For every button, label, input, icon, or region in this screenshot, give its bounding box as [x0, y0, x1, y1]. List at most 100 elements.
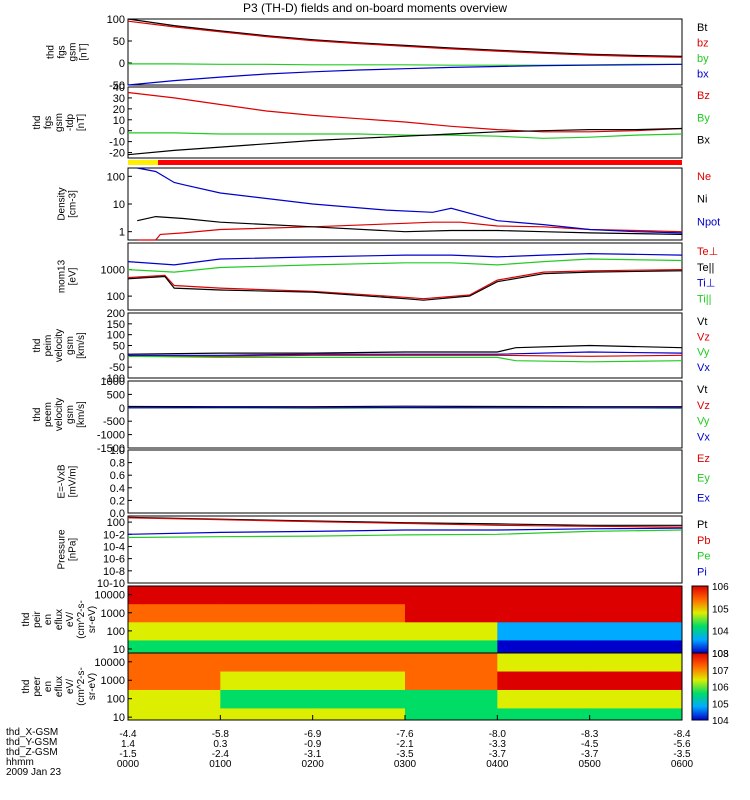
- y-tick-label: 100: [107, 626, 125, 638]
- ephemeris-value: -3.3: [489, 739, 507, 750]
- y-tick-label: 0.0: [110, 508, 125, 520]
- legend-entry: Ex: [697, 492, 710, 504]
- heatmap-cell: [128, 603, 221, 623]
- y-tick-label: 1000: [101, 675, 125, 687]
- y-axis-label-line: sr-eV): [87, 673, 98, 700]
- ephemeris-value: -0.9: [304, 739, 322, 750]
- y-tick-label: 500: [107, 389, 125, 401]
- y-tick-label: -1000: [97, 430, 125, 442]
- y-axis-label: thdfgsgsm-tdp[nT]: [32, 113, 87, 132]
- heatmap-cell: [589, 707, 683, 721]
- colorbar-tick-label: 105: [712, 699, 729, 710]
- plot-frame: [127, 242, 683, 311]
- legend-entry: Pt: [697, 519, 707, 531]
- colorbar-tick-label: 107: [712, 666, 729, 677]
- heatmap-cell: [128, 621, 221, 641]
- heatmap-cell: [312, 689, 406, 709]
- y-axis-label-line: eV/: [65, 679, 76, 694]
- legend-entry: Vx: [697, 362, 710, 374]
- heatmap-cell: [312, 707, 406, 721]
- series-Pb-line: [127, 517, 683, 528]
- colorbar-tick-label: 106: [712, 683, 729, 694]
- y-tick-label: 200: [107, 308, 125, 320]
- quality-flag-bar-red: [158, 160, 682, 165]
- y-axis-label: E=-VxB[mV/m]: [57, 464, 79, 499]
- ephemeris-value: -3.7: [489, 749, 507, 760]
- plot-frame: [127, 515, 683, 584]
- y-axis-label-line: peir: [32, 610, 43, 627]
- y-tick-label: -10: [109, 137, 125, 149]
- y-tick-label: 100: [107, 694, 125, 706]
- y-axis-label-line: [km/s]: [76, 332, 87, 359]
- y-axis-label-line: en: [43, 614, 54, 625]
- legend-entry: Ne: [697, 171, 711, 183]
- series-Vt-line: [127, 344, 683, 355]
- panel-10: 10410510610710810100100010000thdpeerenef…: [21, 649, 729, 727]
- y-tick-label: 20: [113, 104, 125, 116]
- y-tick-label: 10: [113, 712, 125, 724]
- series-Vy-line: [127, 355, 683, 363]
- y-tick-label: 30: [113, 93, 125, 105]
- y-axis-label: Density[cm-3]: [57, 187, 79, 220]
- quality-flag-bar-yellow: [128, 160, 158, 165]
- heatmap-cell: [220, 671, 314, 690]
- ephemeris-value: -8.4: [673, 729, 691, 740]
- series-Pi-line: [127, 527, 683, 535]
- y-tick-label: 0: [119, 403, 125, 415]
- series-Te⊥-line: [127, 269, 683, 300]
- series-Pt-line: [127, 516, 682, 526]
- plot-frame: [127, 18, 683, 86]
- heatmap-cell: [497, 707, 591, 721]
- series-Bx-line: [127, 127, 683, 156]
- panel-1: -50 0 50 100 thdfgsgsm[nT] Bt bz by bx: [46, 14, 710, 92]
- y-tick-label: 50: [113, 36, 125, 48]
- heatmap-cell: [497, 586, 591, 605]
- series-Ti⊥-line: [127, 252, 683, 266]
- colorbar-tick-label: 103: [712, 649, 729, 660]
- y-axis-label-line: (cm^2-s-: [76, 667, 87, 706]
- y-axis-label-line: thd: [46, 45, 57, 59]
- colorbar: [691, 585, 709, 654]
- ephemeris-value: 0000: [117, 759, 140, 770]
- y-axis-label-line: [nPa]: [68, 538, 79, 562]
- y-axis-label-line: thd: [21, 680, 32, 694]
- series-Vt-line: [127, 405, 682, 408]
- heatmap-cell: [312, 621, 406, 641]
- heatmap-cell: [312, 603, 406, 623]
- y-tick-label: -100: [103, 373, 125, 385]
- legend-entry: Vz: [697, 400, 710, 412]
- heatmap-cell: [405, 671, 498, 690]
- legend-entry: Vy: [697, 347, 710, 359]
- y-tick-label: 10-8: [103, 566, 125, 578]
- panel-3: 1 10 100 Density[cm-3] Ne Ni Npot: [57, 167, 720, 241]
- heatmap-cell: [405, 586, 498, 605]
- y-tick-label: 1000: [101, 376, 125, 388]
- ephemeris-value: 0.3: [213, 739, 227, 750]
- legend-entry: Ey: [697, 473, 710, 485]
- ephemeris-value: -3.5: [396, 749, 414, 760]
- ephemeris-value: -3.1: [304, 749, 322, 760]
- legend-entry: Te||: [697, 262, 714, 274]
- y-axis-label-line: [nT]: [76, 114, 87, 131]
- y-tick-label: 10-10: [97, 578, 125, 590]
- heatmap-cell: [220, 689, 314, 709]
- y-axis-label-line: eV/: [65, 612, 76, 627]
- heatmap-cell: [405, 621, 498, 641]
- heatmap-cell: [128, 707, 221, 721]
- y-axis-label-line: velocity: [54, 329, 65, 362]
- legend-entry: Ni: [697, 194, 707, 206]
- series-Vx-line: [128, 351, 683, 356]
- ephemeris-value: -3.7: [581, 749, 599, 760]
- heatmap-cell: [220, 653, 314, 672]
- heatmap-cell: [405, 689, 498, 709]
- legend-entry: Vx: [697, 431, 710, 443]
- heatmap-cell: [220, 621, 314, 641]
- ephemeris-value: 0300: [394, 759, 417, 770]
- heatmap-cell: [220, 603, 314, 623]
- y-axis-label-line: E=-VxB: [57, 464, 68, 499]
- y-tick-label: -500: [103, 416, 125, 428]
- ephemeris-value: -6.9: [304, 729, 322, 740]
- heatmap-cell: [497, 689, 591, 709]
- legend-entry: Vz: [697, 331, 710, 343]
